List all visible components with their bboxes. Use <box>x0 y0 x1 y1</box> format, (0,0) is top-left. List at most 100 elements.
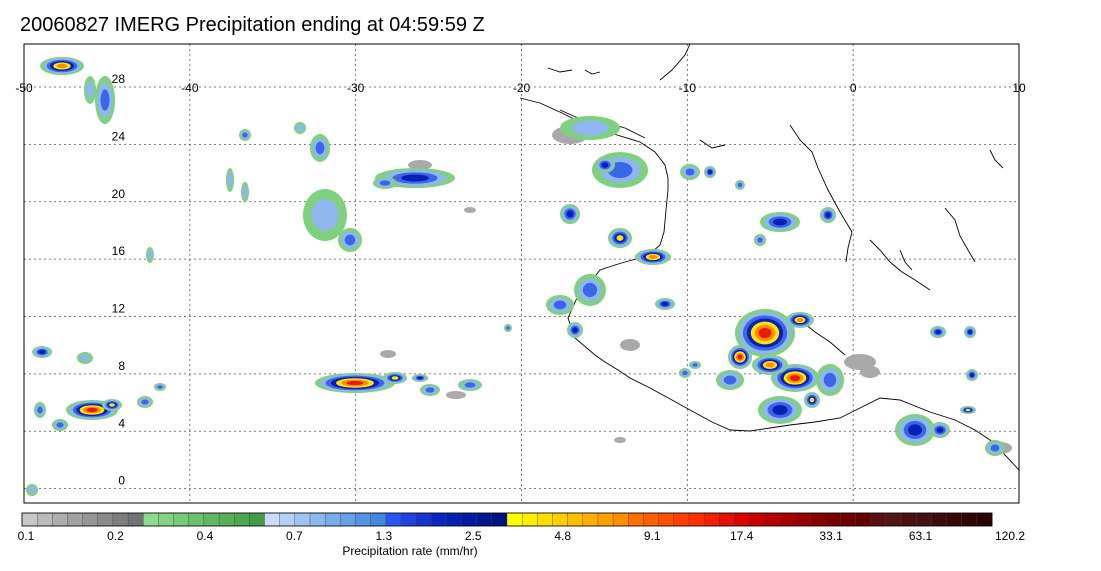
colorbar-swatch <box>597 512 614 527</box>
colorbar-swatch <box>127 512 144 527</box>
colorbar-swatch <box>188 512 205 527</box>
colorbar-swatch <box>885 512 902 527</box>
lat-tick-label: 8 <box>118 359 125 373</box>
precip-cell <box>614 437 626 443</box>
precip-cell <box>506 326 510 330</box>
lon-tick-label: -50 <box>15 81 33 95</box>
precip-cell <box>582 282 598 298</box>
colorbar-swatch <box>628 512 644 527</box>
colorbar-swatch <box>36 512 53 527</box>
colorbar-swatch <box>870 512 887 527</box>
colorbar-swatch <box>961 512 978 527</box>
precip-cell <box>157 385 163 389</box>
colorbar-swatch <box>385 512 402 527</box>
precip-cell <box>242 185 248 199</box>
colorbar-swatch <box>173 512 190 527</box>
colorbar-swatch <box>82 512 99 527</box>
precip-cell <box>37 406 43 414</box>
lon-tick-label: -40 <box>181 81 199 95</box>
colorbar-tick-label: 0.1 <box>18 529 35 543</box>
precip-cell <box>572 327 578 333</box>
precip-cell <box>401 174 429 182</box>
precip-cell <box>408 160 432 170</box>
precip-cell <box>765 362 775 368</box>
colorbar-swatch <box>218 512 235 527</box>
precip-cell <box>56 422 64 428</box>
colorbar-swatch <box>916 512 932 527</box>
precip-cell <box>823 372 837 388</box>
precip-cell <box>682 370 688 376</box>
precip-cell <box>379 180 391 186</box>
precip-cell <box>965 408 971 412</box>
precip-cell <box>141 399 149 405</box>
longitude-labels: -50 -40 -30 -20 -10 0 10 <box>15 81 1026 95</box>
map-grid <box>23 44 1020 503</box>
colorbar-swatch <box>340 512 356 527</box>
lat-tick-label: 28 <box>112 72 126 86</box>
precip-cell <box>648 255 658 259</box>
lat-tick-label: 24 <box>112 129 126 143</box>
latitude-labels: 0 4 8 12 16 20 24 28 <box>112 72 126 488</box>
precip-cell <box>86 81 94 99</box>
coastline <box>519 44 1019 471</box>
colorbar-swatch <box>552 512 569 527</box>
colorbar-tick-label: 4.8 <box>554 529 571 543</box>
lat-tick-label: 20 <box>112 187 126 201</box>
precipitation-field <box>26 57 1012 496</box>
precip-cell <box>723 375 737 385</box>
precip-cell <box>601 162 609 168</box>
colorbar-tick-label: 0.2 <box>107 529 124 543</box>
precip-cell <box>844 354 876 370</box>
colorbar-swatch <box>840 512 856 527</box>
colorbar-swatch <box>249 512 265 527</box>
colorbar-swatch <box>658 512 675 527</box>
precip-cell <box>685 168 695 176</box>
colorbar-tick-label: 33.1 <box>819 529 843 543</box>
precip-cell <box>28 486 36 494</box>
precip-cell <box>315 141 325 155</box>
precip-cell <box>553 300 567 310</box>
precip-cell <box>227 172 233 188</box>
colorbar-swatch <box>688 512 705 527</box>
precip-cell <box>296 124 304 132</box>
colorbar-tick-label: 9.1 <box>644 529 661 543</box>
colorbar-swatch <box>779 512 796 527</box>
colorbar-swatch <box>521 512 538 527</box>
colorbar-swatch <box>764 512 781 527</box>
colorbar-swatch <box>855 512 872 527</box>
colorbar-tick-label: 120.2 <box>995 529 1025 543</box>
colorbar-swatch <box>976 512 993 527</box>
precip-cell <box>661 301 669 307</box>
colorbar-tick-label: 0.4 <box>197 529 214 543</box>
precip-cell <box>86 407 98 413</box>
precip-cell <box>825 212 831 218</box>
colorbar-swatch <box>415 512 432 527</box>
lat-tick-label: 4 <box>118 416 125 430</box>
colorbar-swatch <box>233 512 250 527</box>
precip-cell <box>990 444 1000 452</box>
colorbar-swatch <box>567 512 584 527</box>
colorbar-swatch <box>324 512 341 527</box>
colorbar-tick-label: 17.4 <box>730 529 754 543</box>
precip-cell <box>773 218 787 226</box>
precip-cell <box>311 199 339 231</box>
precip-cell <box>446 391 466 399</box>
precip-cell <box>425 387 435 393</box>
precip-cell <box>809 397 815 403</box>
colorbar-swatch <box>749 512 766 527</box>
colorbar-tick-label: 0.7 <box>286 529 303 543</box>
colorbar-swatch <box>52 512 68 527</box>
colorbar-swatch <box>673 512 690 527</box>
precip-cell <box>789 375 801 381</box>
precip-cell <box>737 182 743 188</box>
colorbar-swatch <box>582 512 599 527</box>
colorbar-swatch <box>537 512 553 527</box>
colorbar-title: Precipitation rate (mm/hr) <box>342 544 477 558</box>
precip-cell <box>417 376 423 380</box>
colorbar-swatch <box>794 512 811 527</box>
colorbar-swatch <box>476 512 493 527</box>
colorbar-swatch <box>203 512 220 527</box>
colorbar-tick-label: 63.1 <box>909 529 933 543</box>
colorbar-swatch <box>446 512 462 527</box>
